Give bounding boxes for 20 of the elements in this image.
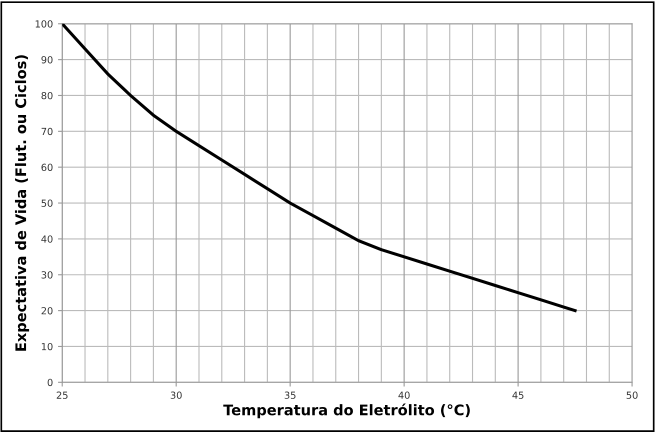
y-tick-label: 60 bbox=[42, 164, 53, 172]
y-tick-label: 20 bbox=[42, 307, 53, 314]
y-tick-label: 80 bbox=[41, 92, 53, 100]
x-tick-label: 45 bbox=[512, 392, 524, 399]
x-tick-label: 30 bbox=[170, 392, 182, 399]
y-axis-title: Expectativa de Vida (Flut. ou Ciclos) bbox=[14, 55, 30, 351]
line-series bbox=[62, 24, 577, 312]
y-tick-label: 70 bbox=[42, 128, 53, 136]
y-tick-label: 90 bbox=[41, 56, 53, 64]
y-tick-label: 40 bbox=[41, 235, 53, 243]
x-axis-title: Temperatura do Eletrólito (°C) bbox=[223, 404, 470, 418]
x-tick-label: 40 bbox=[398, 392, 410, 399]
y-tick-label: 100 bbox=[36, 20, 53, 28]
x-tick-label: 50 bbox=[626, 392, 638, 399]
y-tick-label: 0 bbox=[48, 378, 53, 386]
x-tick-label: 35 bbox=[284, 392, 296, 399]
y-tick-label: 30 bbox=[42, 271, 53, 279]
x-tick-label: 25 bbox=[56, 392, 68, 399]
y-tick-label: 10 bbox=[42, 342, 53, 350]
y-tick-label: 50 bbox=[42, 200, 53, 207]
